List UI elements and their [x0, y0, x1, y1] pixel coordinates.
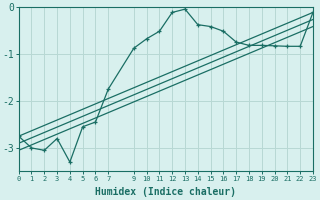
X-axis label: Humidex (Indice chaleur): Humidex (Indice chaleur) [95, 187, 236, 197]
